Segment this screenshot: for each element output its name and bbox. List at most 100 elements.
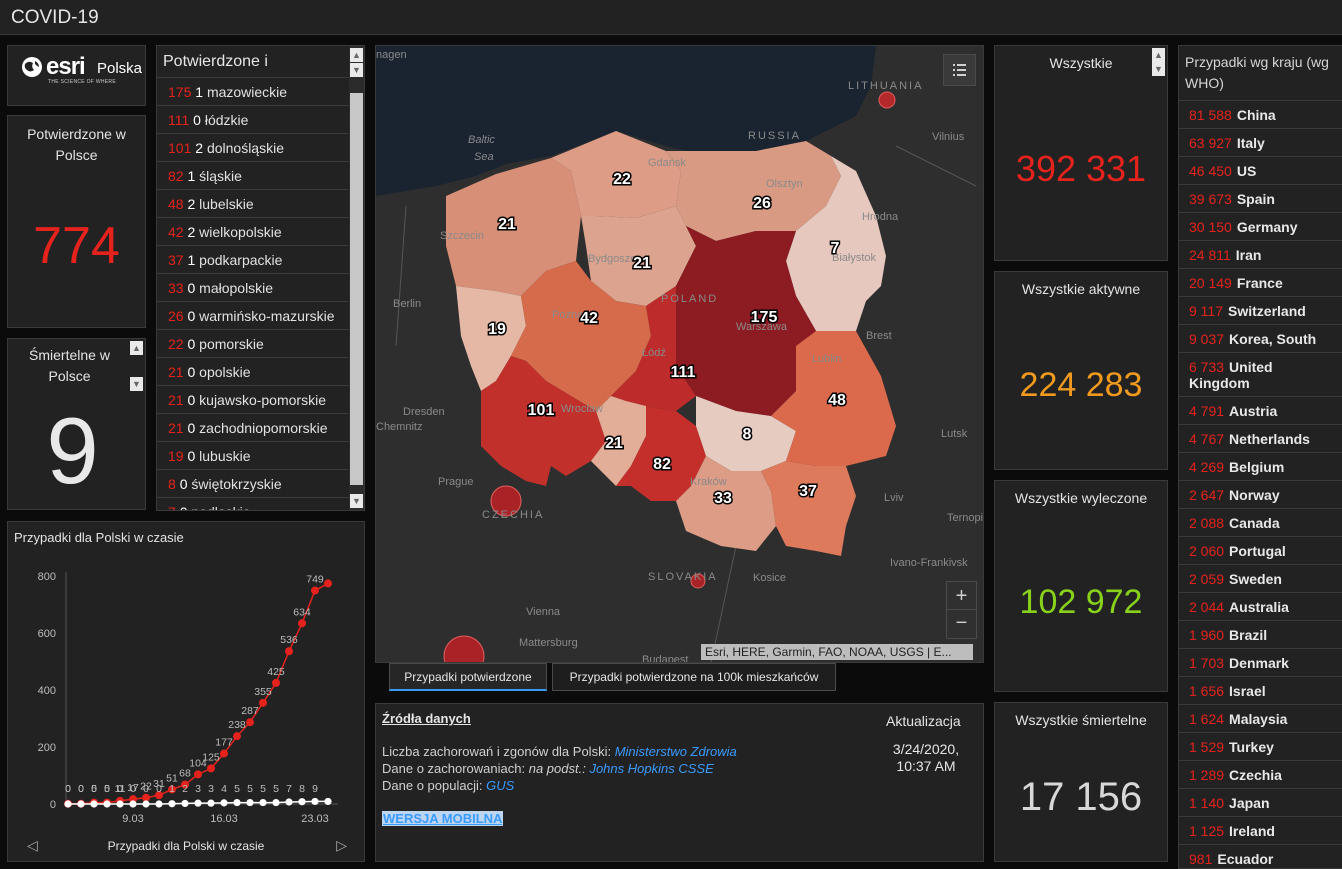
country-list-item[interactable]: 39 673 Spain [1179, 185, 1342, 213]
country-list-item[interactable]: 2 059 Sweden [1179, 565, 1342, 593]
region-list-item[interactable]: 111 0 łódzkie [157, 106, 350, 134]
region-zachodniopomorskie[interactable] [446, 158, 581, 296]
country-list-item[interactable]: 1 656 Israel [1179, 677, 1342, 705]
region-list-item[interactable]: 8 0 świętokrzyskie [157, 470, 350, 498]
region-kujawsko-pomorskie[interactable] [581, 206, 696, 306]
region-mazowieckie[interactable] [676, 226, 816, 416]
country-list-item[interactable]: 24 811 Iran [1179, 241, 1342, 269]
tab-confirmed[interactable]: Przypadki potwierdzone [389, 663, 547, 691]
region-list-item[interactable]: 175 1 mazowieckie [157, 78, 350, 106]
country-list-item[interactable]: 1 125 Ireland [1179, 817, 1342, 845]
country-list-item[interactable]: 46 450 US [1179, 157, 1342, 185]
global-scroll-down[interactable]: ▼ [1152, 62, 1165, 76]
region-podlaskie[interactable] [786, 156, 886, 331]
country-name: Netherlands [1229, 431, 1310, 447]
chart-data-label: 5 [260, 783, 266, 795]
source-gus-link[interactable]: GUS [486, 778, 515, 793]
marker-slovakia [690, 573, 706, 589]
country-list-item[interactable]: 9 117 Switzerland [1179, 297, 1342, 325]
map-place-label: CZECHIA [482, 509, 544, 521]
region-lubelskie[interactable] [771, 331, 896, 466]
country-list-item[interactable]: 81 588 China [1179, 101, 1342, 129]
regions-scroll-down[interactable]: ▼ [350, 494, 363, 508]
region-list-item[interactable]: 37 1 podkarpackie [157, 246, 350, 274]
region-pomorskie[interactable] [551, 131, 681, 218]
region-list-item[interactable]: 7 0 podlaskie [157, 498, 350, 510]
source-jhu-link[interactable]: Johns Hopkins CSSE [589, 761, 714, 776]
chart-next-icon[interactable]: ▷ [336, 837, 347, 853]
regions-scroll-up[interactable]: ▲ [350, 48, 363, 62]
map-panel[interactable]: nagen LITHUANIA Baltic Sea RUSSIA Vilnius Gdań… [375, 45, 984, 663]
zoom-in-button[interactable]: + [947, 582, 976, 610]
zoom-out-button[interactable]: − [955, 612, 968, 634]
region-list-item[interactable]: 101 2 dolnośląskie [157, 134, 350, 162]
chart-data-label: 9 [312, 783, 318, 795]
chart-prev-icon[interactable]: ◁ [27, 837, 38, 853]
deaths-scroll-down[interactable]: ▼ [130, 377, 143, 391]
region-list-item[interactable]: 21 0 opolskie [157, 358, 350, 386]
regions-scrollbar[interactable]: ▲ ▼ ▼ [349, 46, 364, 510]
region-lubuskie[interactable] [456, 286, 526, 391]
region-name: pomorskie [199, 336, 264, 352]
country-list-item[interactable]: 4 269 Belgium [1179, 453, 1342, 481]
region-list-item[interactable]: 19 0 lubuskie [157, 442, 350, 470]
region-name: świętokrzyskie [191, 476, 282, 492]
country-list-item[interactable]: 6 733 United Kingdom [1179, 353, 1342, 397]
global-scroll-up[interactable]: ▲ [1152, 48, 1165, 62]
country-list-item[interactable]: 30 150 Germany [1179, 213, 1342, 241]
region-warminsko-mazurskie[interactable] [666, 141, 841, 241]
region-list-item[interactable]: 42 2 wielkopolskie [157, 218, 350, 246]
regions-scroll-thumb[interactable] [350, 93, 363, 485]
country-list-item[interactable]: 2 044 Australia [1179, 593, 1342, 621]
region-podkarpackie[interactable] [761, 461, 856, 556]
country-list-item[interactable]: 1 703 Denmark [1179, 649, 1342, 677]
country-list-item[interactable]: 1 289 Czechia [1179, 761, 1342, 789]
country-list-item[interactable]: 1 960 Brazil [1179, 621, 1342, 649]
region-list-item[interactable]: 82 1 śląskie [157, 162, 350, 190]
chart-data-label: 536 [280, 634, 298, 646]
country-count: 2 647 [1189, 487, 1225, 503]
country-count: 63 927 [1189, 135, 1232, 151]
country-list-item[interactable]: 981 Ecuador [1179, 845, 1342, 868]
region-slaskie[interactable] [616, 406, 706, 501]
chart-data-label: 0 [65, 783, 71, 795]
region-list-item[interactable]: 21 0 kujawsko-pomorskie [157, 386, 350, 414]
tab-confirmed-per-100k[interactable]: Przypadki potwierdzone na 100k mieszkańc… [552, 663, 836, 691]
country-list-item[interactable]: 1 624 Malaysia [1179, 705, 1342, 733]
map-attribution[interactable]: Esri, HERE, Garmin, FAO, NOAA, USGS | E.… [701, 644, 973, 660]
region-list-item[interactable]: 26 0 warmińsko-mazurskie [157, 302, 350, 330]
country-name: China [1236, 107, 1276, 123]
poland-regions[interactable] [446, 131, 896, 556]
country-list-item[interactable]: 20 149 France [1179, 269, 1342, 297]
country-list-item[interactable]: 2 060 Portugal [1179, 537, 1342, 565]
map-canvas[interactable]: nagen LITHUANIA Baltic Sea RUSSIA Vilnius Gdań… [376, 46, 984, 663]
region-value-label: 101 [528, 402, 555, 419]
region-list-item[interactable]: 21 0 zachodniopomorskie [157, 414, 350, 442]
country-list-item[interactable]: 63 927 Italy [1179, 129, 1342, 157]
map-legend-button[interactable] [943, 54, 976, 86]
country-list-item[interactable]: 2 647 Norway [1179, 481, 1342, 509]
region-wielkopolskie[interactable] [511, 261, 651, 411]
region-dolnoslaskie[interactable] [481, 356, 606, 486]
region-swietokrzyskie[interactable] [696, 396, 796, 471]
deaths-scroll-up[interactable]: ▲ [130, 341, 143, 355]
country-name: Sweden [1229, 571, 1282, 587]
region-list-item[interactable]: 33 0 małopolskie [157, 274, 350, 302]
regions-scroll-up-2[interactable]: ▼ [350, 63, 363, 77]
region-list-item[interactable]: 22 0 pomorskie [157, 330, 350, 358]
chart-point [311, 797, 319, 806]
country-list-item[interactable]: 9 037 Korea, South [1179, 325, 1342, 353]
country-list-item[interactable]: 1 529 Turkey [1179, 733, 1342, 761]
map-place-label: Budapest [642, 654, 688, 663]
region-lodzkie[interactable] [611, 286, 696, 411]
country-list-item[interactable]: 4 791 Austria [1179, 397, 1342, 425]
region-malopolskie[interactable] [676, 456, 776, 551]
source-mz-link[interactable]: Ministerstwo Zdrowia [614, 744, 737, 759]
mobile-version-link[interactable]: WERSJA MOBILNA [382, 811, 504, 826]
zoom-control: + − [946, 581, 977, 639]
region-list-item[interactable]: 48 2 lubelskie [157, 190, 350, 218]
country-list-item[interactable]: 1 140 Japan [1179, 789, 1342, 817]
country-list-item[interactable]: 4 767 Netherlands [1179, 425, 1342, 453]
region-value-label: 175 [751, 309, 778, 326]
country-list-item[interactable]: 2 088 Canada [1179, 509, 1342, 537]
